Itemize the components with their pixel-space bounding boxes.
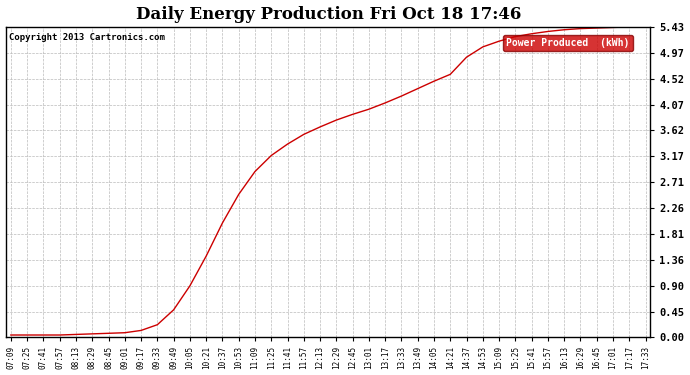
Title: Daily Energy Production Fri Oct 18 17:46: Daily Energy Production Fri Oct 18 17:46: [135, 6, 521, 22]
Text: Copyright 2013 Cartronics.com: Copyright 2013 Cartronics.com: [9, 33, 165, 42]
Legend: Power Produced  (kWh): Power Produced (kWh): [504, 35, 633, 51]
